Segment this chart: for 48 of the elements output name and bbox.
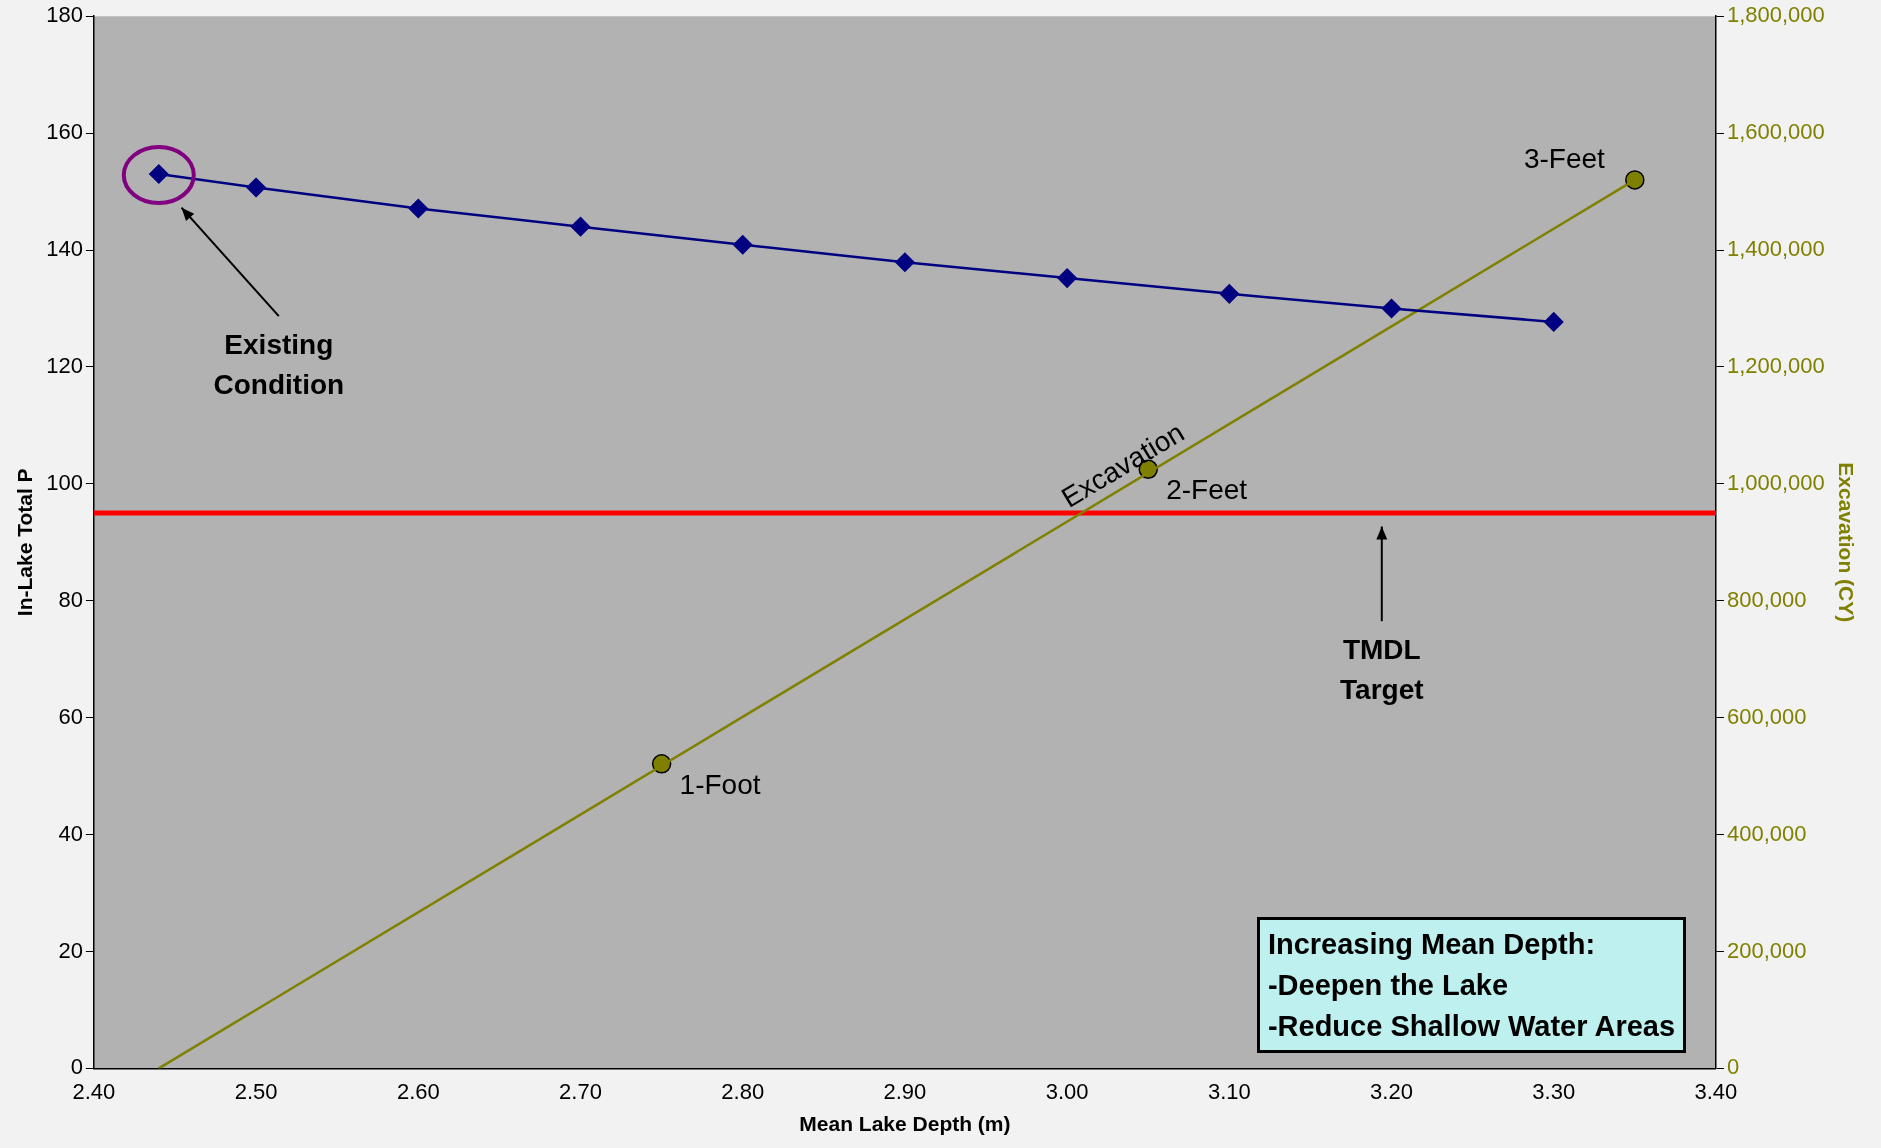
y2-tick-label: 1,000,000	[1726, 469, 1825, 495]
point	[570, 216, 591, 237]
y-axis-title: In-Lake Total P	[13, 468, 37, 617]
x-tick-label: 3.40	[1694, 1078, 1738, 1104]
y-tick-label: 100	[46, 469, 83, 495]
annotation: Increasing Mean Depth: -Deepen the Lake -Reduce Shallow Water Areas	[1256, 917, 1687, 1054]
y2-tick-label: 1,800,000	[1726, 2, 1825, 28]
x-tick-label: 3.00	[1045, 1078, 1089, 1104]
point	[1381, 298, 1402, 319]
y-tick-label: 0	[70, 1054, 83, 1080]
annotation: TMDL Target	[1340, 633, 1424, 705]
y-tick-label: 40	[58, 820, 83, 846]
y-tick-label: 20	[58, 937, 83, 963]
x-tick-label: 3.10	[1207, 1078, 1251, 1104]
series-label: 3-Feet	[1523, 142, 1606, 174]
x-tick-label: 3.20	[1370, 1078, 1413, 1104]
y2-tick-label: 800,000	[1726, 586, 1807, 612]
y2-tick-label: 1,400,000	[1726, 236, 1825, 262]
point	[1219, 284, 1240, 304]
y2-tick-label: 0	[1726, 1054, 1740, 1080]
annotation: Existing Condition	[213, 328, 345, 400]
y2-tick-label: 1,600,000	[1726, 119, 1825, 145]
point	[1543, 312, 1564, 332]
y2-axis-title: Excavation (CY)	[1834, 462, 1858, 623]
x-tick-label: 2.90	[883, 1078, 927, 1104]
y-tick-label: 160	[46, 119, 83, 145]
point	[246, 177, 266, 198]
y-tick-label: 60	[58, 703, 83, 729]
y2-tick-label: 200,000	[1726, 937, 1807, 963]
x-axis-title: Mean Lake Depth (m)	[799, 1112, 1011, 1136]
y-tick-label: 80	[58, 586, 83, 612]
y-tick-label: 120	[46, 353, 83, 378]
y2-tick-label: 600,000	[1726, 703, 1807, 729]
y-tick-label: 140	[46, 236, 83, 262]
x-tick-label: 2.50	[234, 1078, 278, 1104]
point	[408, 198, 429, 219]
point	[1057, 268, 1077, 288]
point	[895, 252, 915, 273]
x-tick-label: 3.30	[1532, 1078, 1576, 1104]
x-tick-label: 2.80	[721, 1078, 765, 1104]
series-label: 1-Foot	[679, 768, 761, 800]
y2-tick-label: 400,000	[1726, 820, 1807, 846]
y2-tick-label: 1,200,000	[1726, 353, 1825, 378]
point	[732, 235, 753, 255]
x-tick-label: 2.70	[559, 1078, 602, 1104]
y-tick-label: 180	[46, 2, 83, 28]
x-tick-label: 2.60	[396, 1078, 440, 1104]
x-tick-label: 2.40	[72, 1078, 116, 1104]
